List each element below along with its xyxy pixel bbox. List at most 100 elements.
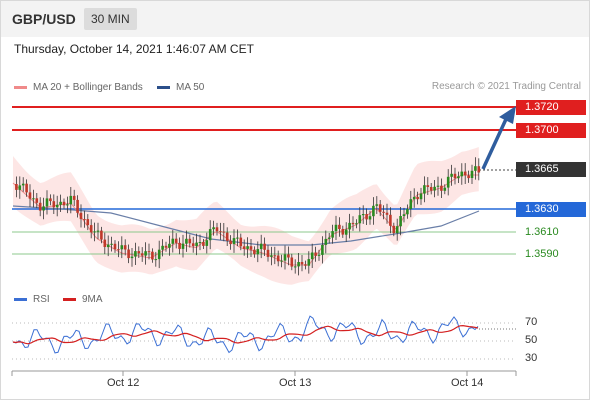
timestamp: Thursday, October 14, 2021 1:46:07 AM CE… bbox=[14, 42, 254, 56]
candle-body bbox=[208, 229, 212, 241]
rsi-axis-30: 30 bbox=[525, 352, 538, 364]
candle-body bbox=[76, 199, 79, 213]
candle-body bbox=[409, 199, 413, 209]
ma20-legend-swatch bbox=[14, 86, 27, 89]
candle-body bbox=[419, 193, 423, 200]
candle-body bbox=[375, 204, 379, 206]
candle-body bbox=[242, 246, 246, 249]
rsi-line bbox=[12, 315, 479, 354]
candle-body bbox=[236, 237, 239, 239]
rsi-panel bbox=[12, 315, 516, 360]
candle-body bbox=[38, 202, 42, 211]
candle-body bbox=[382, 211, 385, 213]
forecast-arrow-head bbox=[499, 106, 516, 124]
forecast-arrow bbox=[481, 106, 516, 170]
candle-body bbox=[25, 183, 28, 193]
candle-body bbox=[249, 246, 253, 250]
candle-body bbox=[202, 242, 205, 246]
candle-body bbox=[453, 173, 457, 179]
candle-body bbox=[161, 245, 164, 250]
candle-body bbox=[327, 237, 331, 239]
candle-body bbox=[188, 238, 192, 244]
candle-body bbox=[134, 251, 137, 257]
candle-body bbox=[423, 185, 426, 194]
candle-body bbox=[32, 198, 35, 200]
candle-body bbox=[477, 166, 481, 173]
candle-body bbox=[406, 208, 409, 215]
x-label-oct13: Oct 13 bbox=[279, 377, 312, 389]
candle-body bbox=[324, 238, 328, 245]
candle-body bbox=[83, 219, 86, 221]
candle-body bbox=[45, 198, 49, 207]
candle-body bbox=[470, 170, 474, 178]
candle-body bbox=[304, 264, 307, 266]
level-lines bbox=[12, 106, 516, 255]
candle-body bbox=[256, 249, 260, 255]
candle-body bbox=[140, 253, 144, 256]
candle-body bbox=[358, 215, 362, 224]
candle-body bbox=[392, 225, 396, 234]
candle-body bbox=[212, 227, 215, 230]
candle-body bbox=[103, 239, 107, 247]
candle-body bbox=[365, 214, 368, 220]
candle-body bbox=[385, 212, 389, 215]
candle-body bbox=[239, 237, 243, 247]
x-label-oct14: Oct 14 bbox=[451, 377, 484, 389]
candles bbox=[15, 157, 481, 276]
ma20-legend-label: MA 20 + Bollinger Bands bbox=[33, 82, 143, 93]
candle-body bbox=[321, 244, 324, 255]
candle-body bbox=[232, 238, 236, 245]
candle-body bbox=[28, 192, 32, 199]
candle-body bbox=[15, 184, 18, 190]
candle-body bbox=[467, 175, 470, 179]
candle-body bbox=[195, 242, 198, 247]
candle-body bbox=[42, 206, 45, 211]
level-label-1363: 1.3630 bbox=[516, 202, 586, 217]
candle-body bbox=[110, 243, 113, 245]
candle-body bbox=[181, 243, 185, 249]
level-label-1361: 1.3610 bbox=[525, 226, 559, 238]
candle-body bbox=[96, 230, 100, 232]
candle-body bbox=[106, 244, 110, 248]
credit-label: Research © 2021 Trading Central bbox=[431, 81, 581, 92]
candle-body bbox=[154, 259, 158, 261]
candle-body bbox=[246, 246, 249, 249]
candle-body bbox=[412, 196, 416, 200]
candle-body bbox=[137, 251, 141, 254]
candle-body bbox=[270, 255, 273, 257]
candle-body bbox=[117, 249, 120, 251]
candle-body bbox=[66, 204, 69, 206]
ma50-legend-swatch bbox=[157, 86, 170, 89]
ma9-legend-label: 9MA bbox=[82, 294, 103, 305]
candle-body bbox=[348, 222, 351, 230]
candle-body bbox=[314, 252, 317, 256]
level-label-1359: 1.3590 bbox=[525, 248, 559, 260]
candle-body bbox=[157, 249, 161, 260]
level-label-1370: 1.3700 bbox=[516, 123, 586, 138]
candle-body bbox=[351, 222, 355, 225]
candle-body bbox=[229, 240, 232, 245]
candle-body bbox=[446, 176, 450, 188]
candle-body bbox=[18, 185, 22, 190]
rsi-axis-70: 70 bbox=[525, 316, 538, 328]
candle-body bbox=[344, 229, 348, 235]
timeframe-badge[interactable]: 30 MIN bbox=[84, 8, 137, 30]
candle-body bbox=[259, 243, 263, 250]
candle-body bbox=[86, 219, 90, 226]
candle-body bbox=[283, 254, 287, 261]
candle-body bbox=[130, 256, 134, 259]
candle-body bbox=[293, 266, 297, 268]
rsi-ma-line bbox=[12, 324, 479, 345]
candle-body bbox=[72, 195, 76, 200]
candle-body bbox=[59, 201, 62, 205]
candle-body bbox=[463, 171, 467, 176]
candle-body bbox=[147, 251, 151, 253]
candle-body bbox=[205, 240, 209, 246]
candle-body bbox=[361, 214, 365, 216]
x-label-oct12: Oct 12 bbox=[107, 377, 140, 389]
candle-body bbox=[474, 166, 477, 171]
candle-body bbox=[273, 255, 277, 257]
candle-body bbox=[62, 201, 66, 206]
candle-body bbox=[297, 262, 300, 267]
